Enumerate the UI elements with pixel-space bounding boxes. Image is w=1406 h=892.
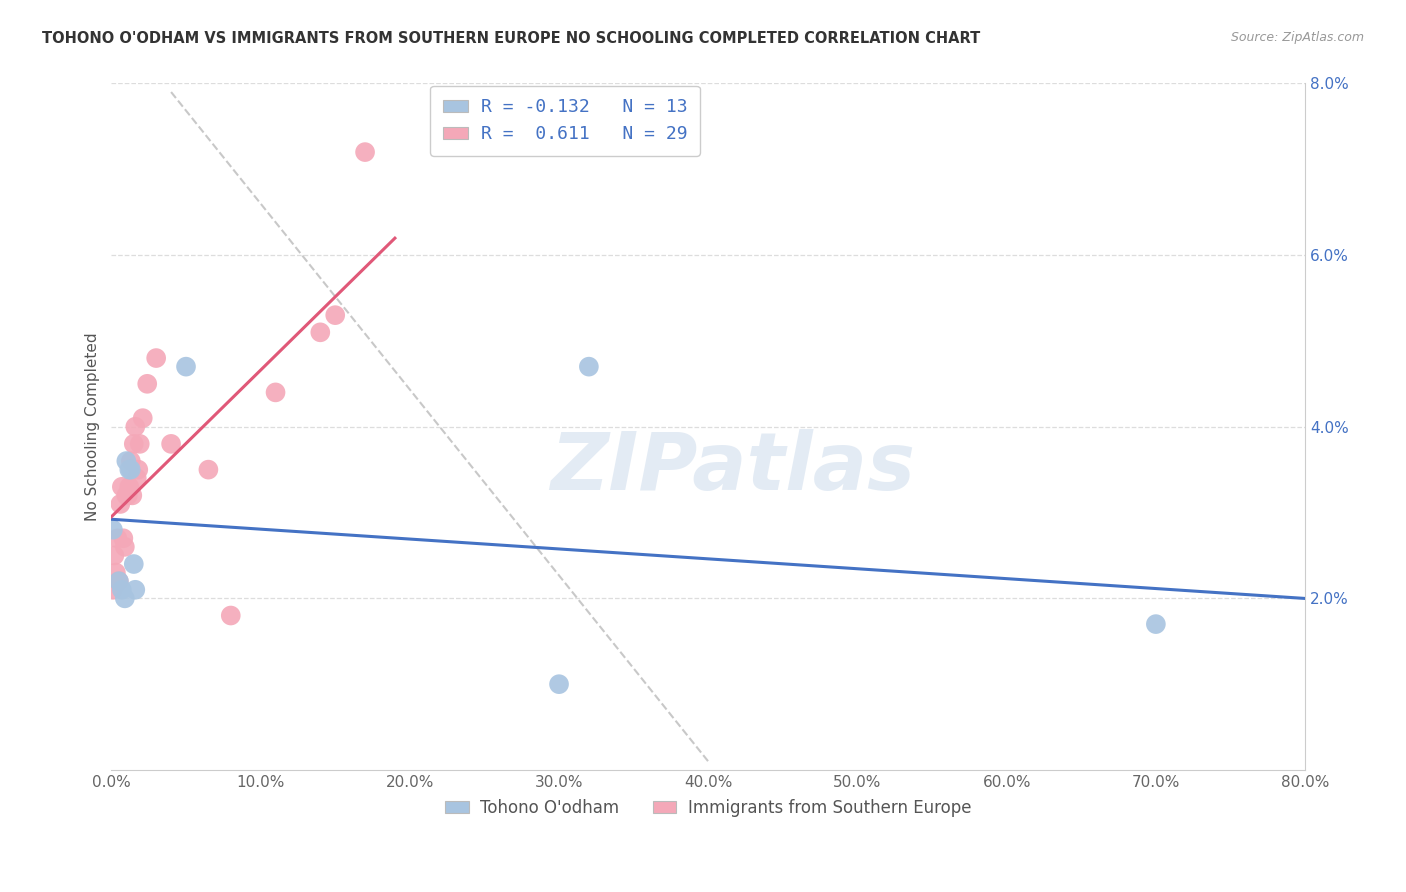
Y-axis label: No Schooling Completed: No Schooling Completed — [86, 333, 100, 521]
Point — [114, 540, 136, 554]
Point — [118, 480, 141, 494]
Point — [101, 582, 124, 597]
Point — [136, 376, 159, 391]
Point — [115, 454, 138, 468]
Point — [309, 326, 332, 340]
Point — [104, 566, 127, 580]
Point — [125, 471, 148, 485]
Point — [548, 677, 571, 691]
Point — [1144, 617, 1167, 632]
Point — [128, 437, 150, 451]
Point — [122, 437, 145, 451]
Point — [127, 462, 149, 476]
Point — [115, 488, 138, 502]
Legend: Tohono O'odham, Immigrants from Southern Europe: Tohono O'odham, Immigrants from Southern… — [439, 792, 979, 823]
Point — [578, 359, 600, 374]
Text: ZIPatlas: ZIPatlas — [550, 429, 915, 507]
Point — [132, 411, 155, 425]
Text: TOHONO O'ODHAM VS IMMIGRANTS FROM SOUTHERN EUROPE NO SCHOOLING COMPLETED CORRELA: TOHONO O'ODHAM VS IMMIGRANTS FROM SOUTHE… — [42, 31, 980, 46]
Point — [120, 454, 142, 468]
Point — [108, 574, 131, 589]
Point — [122, 557, 145, 571]
Point — [118, 462, 141, 476]
Point — [160, 437, 183, 451]
Point — [117, 488, 139, 502]
Point — [110, 497, 132, 511]
Point — [121, 488, 143, 502]
Point — [105, 531, 128, 545]
Point — [219, 608, 242, 623]
Point — [174, 359, 197, 374]
Point — [108, 574, 131, 589]
Point — [103, 549, 125, 563]
Point — [114, 591, 136, 606]
Point — [120, 462, 142, 476]
Point — [323, 308, 346, 322]
Point — [112, 531, 135, 545]
Point — [354, 145, 377, 160]
Point — [101, 523, 124, 537]
Point — [264, 385, 287, 400]
Text: Source: ZipAtlas.com: Source: ZipAtlas.com — [1230, 31, 1364, 45]
Point — [111, 582, 134, 597]
Point — [124, 582, 146, 597]
Point — [145, 351, 167, 365]
Point — [124, 419, 146, 434]
Point — [111, 480, 134, 494]
Point — [197, 462, 219, 476]
